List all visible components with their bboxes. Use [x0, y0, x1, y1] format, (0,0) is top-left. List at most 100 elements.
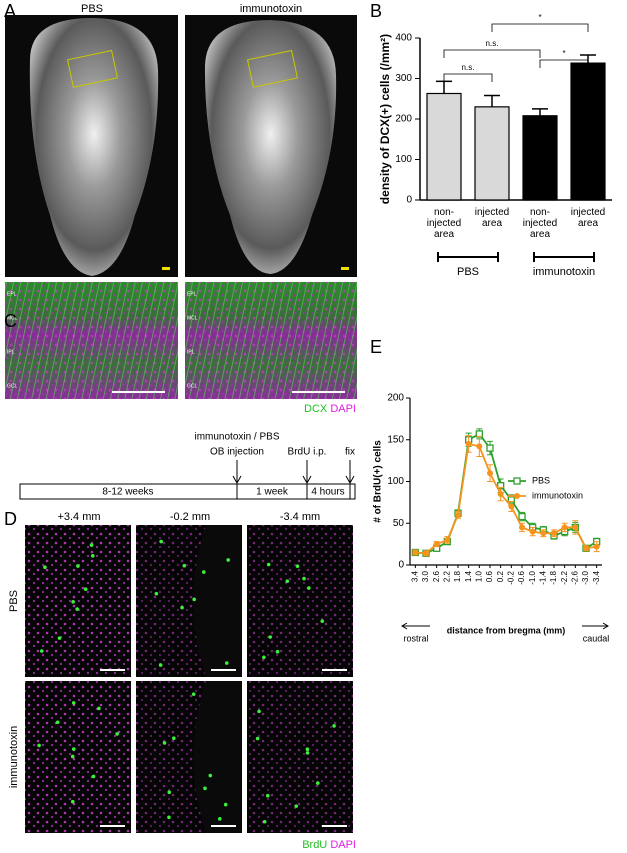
x-tick-label: 3.0	[421, 570, 430, 582]
sig-label: *	[562, 49, 565, 58]
brdu-cell	[70, 799, 75, 804]
x-tick-label: injected area	[571, 207, 605, 229]
period: 1 week	[256, 487, 289, 498]
event: BrdU i.p.	[288, 447, 327, 458]
layer-label: MCL	[187, 315, 198, 321]
x-tick-label: -1.8	[549, 570, 558, 584]
panel-letter: C	[4, 311, 17, 331]
marker	[583, 545, 589, 552]
ventricle	[193, 525, 242, 677]
label-line: non-	[434, 207, 454, 218]
group-bracket	[437, 252, 499, 262]
x-tick-label: -2.6	[570, 570, 579, 584]
y-tick-label: 100	[395, 154, 412, 165]
arrow	[345, 460, 355, 485]
brdu-cell	[115, 732, 119, 736]
brdu-cell	[75, 607, 79, 611]
marker	[593, 543, 600, 550]
nuclei	[247, 525, 353, 677]
marker	[518, 512, 526, 521]
brdu-cell	[43, 565, 47, 570]
brdu-cell	[90, 554, 95, 558]
bar	[522, 115, 558, 201]
nuclei	[247, 681, 353, 833]
brdu-cell	[262, 819, 267, 824]
marker	[519, 524, 525, 531]
brdu-cell	[71, 747, 76, 751]
column-label: PBS	[81, 3, 103, 15]
column-label: -0.2 mm	[170, 511, 210, 523]
brdu-cell	[275, 649, 280, 654]
brdu-cell	[201, 570, 206, 574]
stain: DCX	[304, 403, 328, 415]
fibers	[185, 282, 357, 399]
nuclei	[25, 681, 131, 833]
label-line: area	[578, 218, 598, 229]
brdu-cell	[285, 579, 290, 584]
nuclei	[25, 525, 131, 677]
y-tick-label: 300	[395, 73, 412, 84]
arrow	[232, 460, 242, 485]
brdu-cell	[218, 817, 222, 821]
arrow	[302, 460, 312, 485]
marker	[572, 524, 579, 531]
marker	[465, 440, 472, 447]
sig-bracket	[539, 59, 589, 68]
event: fix	[345, 447, 355, 458]
marker	[529, 528, 536, 535]
sig-label: n.s.	[462, 63, 475, 72]
brdu-cell	[268, 635, 273, 639]
brdu-cell	[91, 774, 96, 779]
brdu-cell	[332, 724, 336, 728]
label-line: injected	[475, 207, 509, 218]
label-line: injected	[523, 218, 557, 229]
period: 4 hours	[311, 487, 344, 498]
x-tick-label: non-injected area	[523, 207, 557, 240]
x-tick-label: -1.4	[538, 570, 547, 584]
marker	[423, 550, 429, 557]
brdu-cell	[70, 754, 75, 759]
legend-label: PBS	[532, 475, 550, 485]
stain-legend: BrdU DAPI	[302, 839, 356, 851]
brdu-cell	[265, 793, 270, 798]
row-label: PBS	[8, 590, 20, 612]
y-axis-label: # of BrdU(+) cells	[373, 440, 384, 523]
bulb	[29, 18, 159, 276]
layer-label: GCL	[187, 383, 198, 389]
brdu-cell	[294, 804, 299, 808]
x-tick-label: -0.2	[506, 570, 515, 584]
x-tick-label: 3.4	[410, 570, 419, 582]
brdu-cell	[224, 661, 229, 665]
x-axis-label: distance from bregma (mm)	[447, 625, 566, 635]
timeline	[19, 460, 356, 500]
brdu-cell	[226, 558, 230, 562]
brdu-cell	[295, 564, 300, 568]
arrow	[582, 622, 609, 630]
brdu-cell	[57, 636, 62, 640]
stain-legend: DCX DAPI	[304, 403, 356, 415]
marker	[540, 530, 547, 537]
panel-letter: D	[4, 509, 17, 529]
brdu-cell	[307, 586, 311, 590]
brdu-cell	[76, 564, 80, 568]
brdu-cell	[255, 736, 260, 741]
stain: DAPI	[330, 403, 356, 415]
x-tick-label: 0.2	[496, 570, 505, 582]
layer-label: GCL	[7, 383, 18, 389]
x-tick-label: non-injected area	[427, 207, 461, 240]
marker	[551, 530, 557, 537]
label-line: area	[530, 229, 550, 240]
x-tick-label: -2.2	[560, 570, 569, 584]
sig-label: n.s.	[486, 39, 499, 48]
brdu-cell	[71, 600, 75, 604]
column-label: -3.4 mm	[280, 511, 320, 523]
group-label: immunotoxin	[533, 266, 595, 278]
arrow	[401, 622, 430, 630]
row-label: immunotoxin	[8, 726, 20, 788]
brdu-cell	[302, 576, 306, 581]
layer-label: IPL	[187, 349, 195, 355]
marker	[455, 511, 461, 518]
column-label: immunotoxin	[240, 3, 302, 15]
